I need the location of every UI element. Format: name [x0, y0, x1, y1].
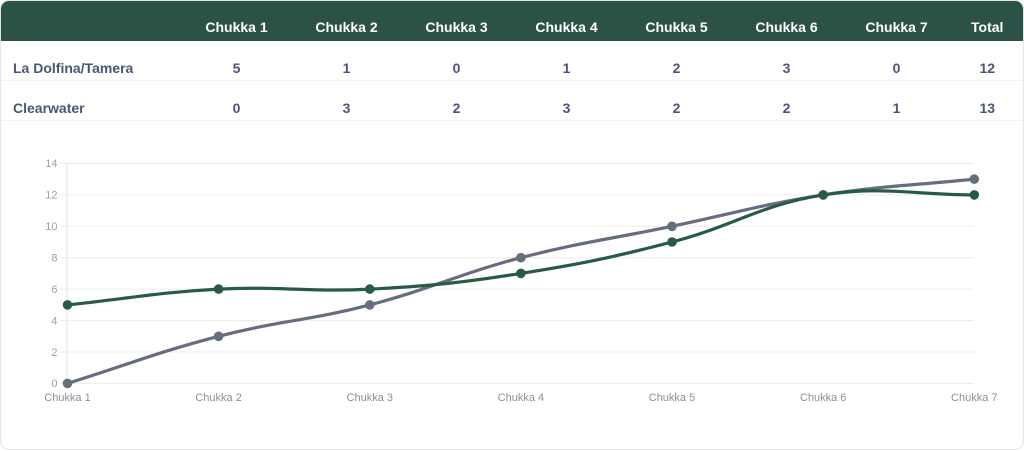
svg-text:Chukka 5: Chukka 5	[649, 392, 695, 404]
svg-text:12: 12	[45, 190, 57, 202]
svg-text:Chukka 6: Chukka 6	[800, 392, 846, 404]
svg-text:Chukka 3: Chukka 3	[347, 392, 393, 404]
svg-text:8: 8	[51, 253, 57, 265]
svg-text:4: 4	[51, 315, 57, 327]
svg-text:10: 10	[45, 221, 57, 233]
svg-text:0: 0	[51, 378, 57, 390]
svg-text:Chukka 4: Chukka 4	[498, 392, 544, 404]
svg-text:14: 14	[45, 158, 57, 170]
svg-text:Chukka 2: Chukka 2	[195, 392, 241, 404]
svg-text:Chukka 7: Chukka 7	[951, 392, 997, 404]
svg-text:6: 6	[51, 284, 57, 296]
svg-text:2: 2	[51, 347, 57, 359]
svg-text:Chukka 1: Chukka 1	[44, 392, 90, 404]
